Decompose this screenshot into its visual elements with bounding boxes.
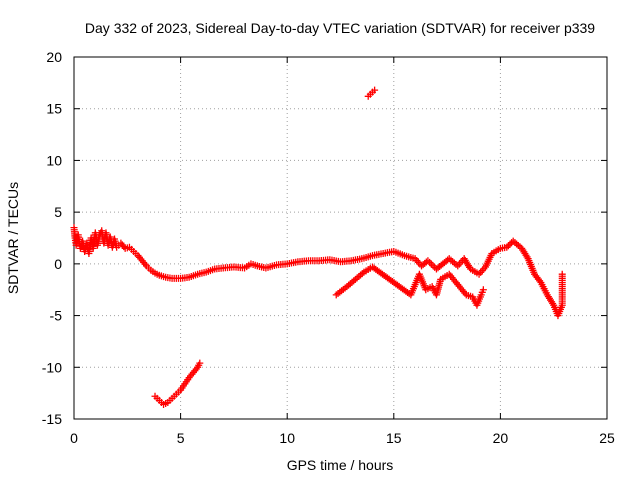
- grid: [74, 57, 607, 419]
- data-point: [371, 86, 379, 94]
- data-points: [70, 86, 566, 409]
- x-tick-label: 5: [177, 430, 185, 446]
- data-point: [536, 277, 544, 285]
- y-axis-label: SDTVAR / TECUs: [5, 182, 21, 294]
- series-points: [364, 86, 379, 100]
- y-tick-label: 5: [54, 204, 62, 220]
- y-tick-label: -15: [42, 411, 62, 427]
- x-axis-label: GPS time / hours: [287, 457, 394, 473]
- data-point: [503, 243, 511, 251]
- series-points: [70, 224, 566, 320]
- y-tick-label: 15: [46, 101, 62, 117]
- x-tick-label: 15: [386, 430, 402, 446]
- series-points: [332, 263, 487, 309]
- y-tick-label: -5: [50, 308, 63, 324]
- x-tick-label: 0: [70, 430, 78, 446]
- axis-ticks: 0 5 10 15 20 25 -15 -10 -5 0 5 10 15 20: [42, 49, 615, 446]
- chart-title: Day 332 of 2023, Sidereal Day-to-day VTE…: [85, 20, 595, 36]
- data-point: [196, 359, 204, 367]
- y-tick-label: -10: [42, 359, 62, 375]
- y-tick-label: 0: [54, 256, 62, 272]
- x-tick-label: 20: [493, 430, 509, 446]
- data-point: [504, 242, 512, 250]
- data-point: [506, 240, 514, 248]
- y-tick-label: 10: [46, 152, 62, 168]
- data-point: [479, 286, 487, 294]
- x-tick-label: 10: [279, 430, 295, 446]
- y-tick-label: 20: [46, 49, 62, 65]
- series-points: [151, 359, 204, 409]
- x-tick-label: 25: [599, 430, 615, 446]
- data-point: [558, 270, 566, 278]
